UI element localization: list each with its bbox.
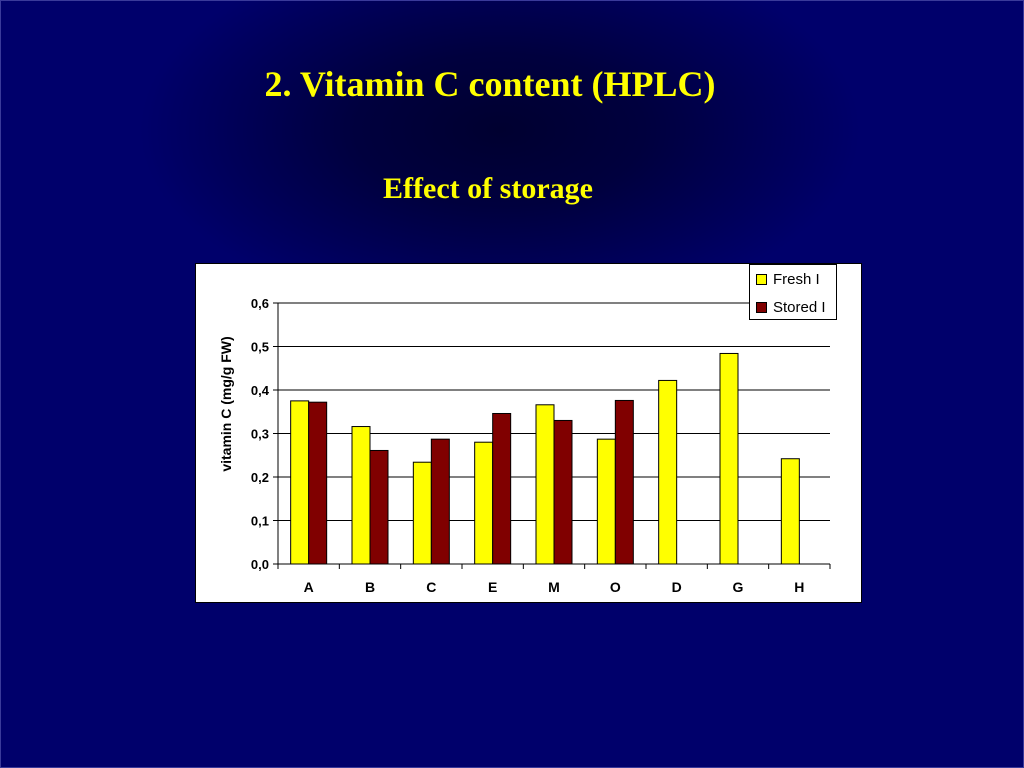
bar-stored [308,401,328,565]
bar-fresh [290,400,310,565]
chart-legend: Fresh I Stored I [749,264,837,320]
bar-stored [430,438,450,565]
bar-fresh [351,426,371,565]
bar-stored [614,399,634,565]
slide-subtitle: Effect of storage [383,172,593,205]
x-tick-label: A [304,579,314,595]
y-axis-label: vitamin C (mg/g FW) [218,336,234,472]
legend-label-stored: Stored I [773,298,826,316]
legend-item-stored: Stored I [756,298,826,316]
bar-fresh [719,352,739,565]
legend-label-fresh: Fresh I [773,270,820,288]
y-tick-label: 0,0 [251,557,269,572]
bar-stored [492,412,512,565]
x-tick-label: M [548,579,560,595]
bar-stored [369,449,389,565]
legend-swatch-fresh [756,273,767,285]
slide-title: 2. Vitamin C content (HPLC) [264,64,716,104]
y-tick-label: 0,2 [251,470,269,485]
bar-fresh [780,458,800,565]
x-tick-label: C [426,579,436,595]
y-tick-label: 0,3 [251,427,269,442]
bar-fresh [658,379,678,565]
y-tick-label: 0,1 [251,514,269,529]
legend-item-fresh: Fresh I [756,270,820,288]
bar-stored [553,419,573,565]
bar-chart: 0,0 0,1 0,2 0,3 0,4 0,5 0,6 A B C E M O D G H [251,296,831,595]
bar-fresh [535,404,555,565]
y-tick-label: 0,6 [251,296,269,311]
bar-fresh [412,461,432,565]
legend-swatch-stored [756,301,767,313]
bar-fresh [596,438,616,565]
y-tick-label: 0,4 [251,383,270,398]
x-tick-label: H [794,579,804,595]
x-tick-label: G [733,579,744,595]
y-tick-label: 0,5 [251,340,269,355]
x-tick-label: D [672,579,682,595]
x-tick-label: O [610,579,621,595]
chart-frame: 0,0 0,1 0,2 0,3 0,4 0,5 0,6 A B C E M O D G H vitamin C… [195,263,862,603]
x-tick-label: B [365,579,375,595]
x-tick-label: E [488,579,497,595]
bar-fresh [474,441,494,565]
